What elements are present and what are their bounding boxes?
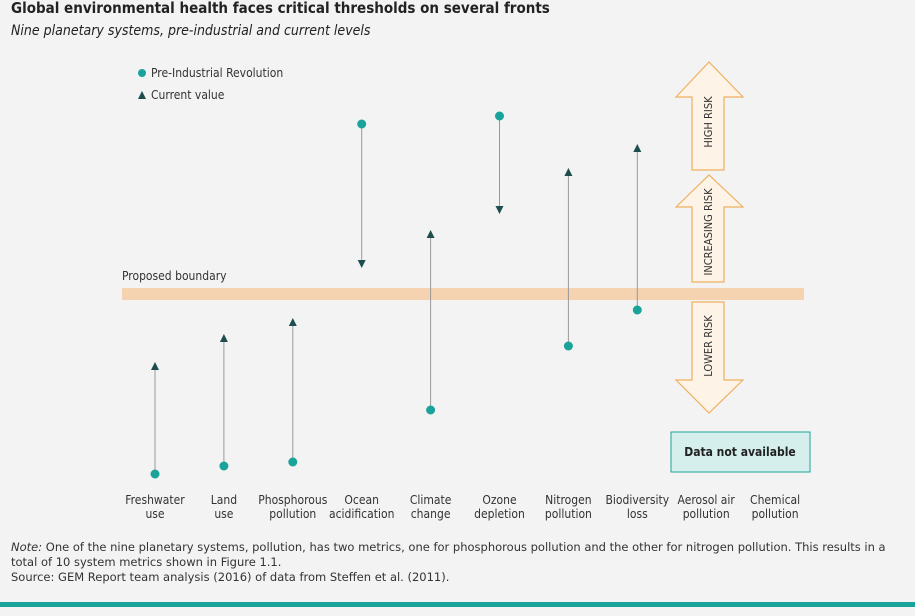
current-marker bbox=[564, 168, 573, 176]
x-tick-label: pollution bbox=[269, 507, 316, 521]
current-marker bbox=[151, 362, 159, 370]
legend-marker bbox=[138, 69, 146, 77]
pre-industrial-dot bbox=[357, 119, 367, 129]
boundary-band bbox=[122, 288, 804, 300]
lower-risk-arrow bbox=[674, 301, 745, 414]
increasing-risk-arrow bbox=[674, 174, 745, 283]
legend-label: Pre-Industrial Revolution bbox=[151, 66, 283, 80]
x-tick-label: pollution bbox=[545, 507, 592, 521]
legend-label: Current value bbox=[151, 88, 225, 102]
x-tick-label: Phosphorous bbox=[258, 493, 328, 507]
pre-industrial-dot bbox=[426, 405, 436, 415]
x-tick-label: Ozone bbox=[482, 493, 517, 507]
x-tick-label: acidification bbox=[329, 507, 394, 521]
current-marker bbox=[426, 230, 435, 238]
current-marker bbox=[633, 144, 642, 152]
x-tick-label: Climate bbox=[410, 493, 452, 507]
unavailable-label: Data not available bbox=[684, 445, 796, 459]
x-tick-label: Ocean bbox=[344, 493, 379, 507]
footer-rule bbox=[0, 602, 915, 607]
legend-marker bbox=[138, 91, 146, 99]
x-tick-label: depletion bbox=[474, 507, 525, 521]
current-marker bbox=[219, 334, 228, 342]
note-text: One of the nine planetary systems, pollu… bbox=[11, 540, 886, 569]
x-tick-label: Aerosol air bbox=[678, 493, 736, 507]
x-tick-label: use bbox=[145, 507, 164, 521]
high-risk-arrow bbox=[674, 61, 745, 171]
source: Source: GEM Report team analysis (2016) … bbox=[11, 570, 450, 584]
unavailable-box bbox=[670, 431, 811, 473]
note: Note: One of the nine planetary systems,… bbox=[11, 540, 911, 585]
x-tick-label: pollution bbox=[752, 507, 799, 521]
x-tick-label: change bbox=[411, 507, 451, 521]
pre-industrial-dot bbox=[150, 469, 160, 479]
pre-industrial-dot bbox=[563, 341, 573, 351]
x-tick-label: Biodiversity bbox=[606, 493, 670, 507]
x-tick-label: Land bbox=[211, 493, 237, 507]
risk-label: LOWER RISK bbox=[702, 315, 715, 377]
current-marker bbox=[288, 318, 297, 326]
x-tick-label: loss bbox=[627, 507, 648, 521]
chart-title: Global environmental health faces critic… bbox=[11, 0, 550, 17]
risk-arrows bbox=[674, 61, 745, 414]
current-marker bbox=[357, 260, 366, 268]
current-marker bbox=[495, 206, 504, 214]
pre-industrial-dot bbox=[219, 461, 229, 471]
pre-industrial-dot bbox=[632, 305, 642, 315]
note-label: Note: bbox=[11, 540, 43, 554]
risk-label: HIGH RISK bbox=[702, 96, 715, 148]
x-tick-label: Chemical bbox=[750, 493, 800, 507]
pre-industrial-dot bbox=[495, 111, 504, 121]
boundary-label: Proposed boundary bbox=[122, 269, 227, 283]
x-tick-label: Nitrogen bbox=[545, 493, 591, 507]
x-tick-label: Freshwater bbox=[125, 493, 185, 507]
x-tick-label: pollution bbox=[683, 507, 730, 521]
pre-industrial-dot bbox=[288, 457, 298, 467]
risk-label: INCREASING RISK bbox=[702, 188, 715, 276]
chart-subtitle: Nine planetary systems, pre-industrial a… bbox=[11, 23, 371, 39]
x-tick-label: use bbox=[214, 507, 233, 521]
